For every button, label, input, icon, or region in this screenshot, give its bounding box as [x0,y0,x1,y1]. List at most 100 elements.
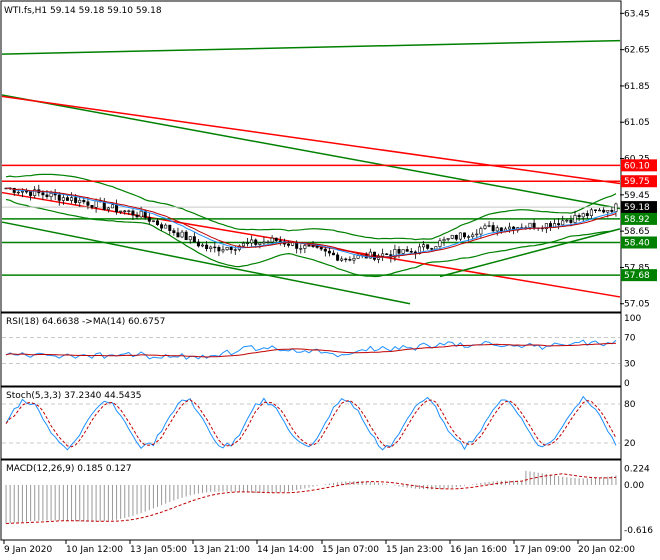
rsi-panel [2,337,620,364]
stoch-tick-label: 20 [624,439,636,449]
candle-body [188,236,192,241]
candle-body [16,191,20,194]
macd-tick-label: 0.00 [624,481,644,491]
candle-body [401,249,405,254]
candle-body [184,231,188,241]
candle-body [528,222,532,228]
candle-body [311,245,315,247]
candle-body [352,258,356,261]
candle-body [110,204,114,209]
candle-body [589,209,593,217]
candle-body [585,213,589,217]
candle-body [454,234,458,240]
candle-body [213,246,217,249]
rsi-ma-line [5,342,617,358]
candle-body [299,248,303,250]
candle-body [196,241,200,247]
candle-body [168,224,172,231]
candle-body [33,189,37,196]
candle-body [577,215,581,218]
main-header: WTI.fs,H1 59.14 59.18 59.10 59.18 [4,6,162,16]
candle-body [147,217,151,222]
candle-body [573,215,577,223]
candle-body [176,232,180,238]
candle-body [475,233,479,236]
rsi-tick-label: 70 [624,334,636,344]
ma-red-line [5,187,617,258]
candle-body [602,209,606,213]
candle-body [598,209,602,212]
candle-body [397,249,401,254]
candle-body [405,249,409,252]
time-tick-label: 14 Jan 14:00 [257,545,314,555]
stoch-k-line [5,395,617,451]
candle-body [78,199,82,203]
rsi-panel-frame [0,312,622,387]
level-tag-bg [621,269,657,282]
candle-body [303,245,307,249]
candle-body [119,210,123,213]
candle-body [450,234,454,239]
candle-body [340,258,344,261]
candle-body [139,210,143,218]
candle-body [332,252,336,256]
candle-body [409,251,413,253]
level-tag-label: 58.40 [624,238,650,248]
candle-body [426,244,430,249]
time-tick-label: 13 Jan 21:00 [193,545,250,555]
candle-body [254,239,258,245]
candle-body [160,224,164,229]
level-tag-label: 57.68 [624,271,650,281]
level-tag-bg [621,236,657,249]
candle-body [446,238,450,240]
descending-green-trendline [1,94,621,210]
candle-body [65,197,69,201]
candle-body [569,219,573,223]
candle-body [471,234,475,237]
candle-body [499,227,503,232]
candle-body [532,222,536,229]
stoch-header: Stoch(5,3,3) 37.2340 44.5435 [6,391,141,401]
candle-body [487,225,491,227]
price-tick-label: 61.05 [624,118,650,128]
candle-body [315,245,319,248]
candle-body [581,213,585,218]
candle-body [94,200,98,208]
candle-body [209,246,213,250]
candle-body [462,232,466,238]
candle-body [172,230,176,234]
candle-body [557,223,561,226]
candle-body [246,242,250,245]
candle-body [201,244,205,247]
macd-signal-line [5,473,617,524]
candle-body [614,203,618,212]
candle-body [348,259,352,261]
candle-body [561,220,565,226]
candle-body [606,210,610,213]
level-tag-bg [621,175,657,188]
candle-body [131,210,135,216]
candle-body [241,242,245,247]
candle-body [266,241,270,244]
candle-body [82,199,86,203]
candle-body [434,246,438,250]
candle-body [393,249,397,258]
candle-body [164,224,168,229]
stoch-panel-frame [0,386,622,460]
time-tick-label: 15 Jan 07:00 [322,545,379,555]
rsi-tick-label: 30 [624,360,636,370]
candle-body [319,247,323,250]
candle-body [102,201,106,210]
candle-body [156,220,160,225]
candle-body [180,231,184,238]
candle-body [229,247,233,251]
candle-body [115,204,119,213]
time-tick-label: 13 Jan 05:00 [130,545,187,555]
time-axis: 9 Jan 2020 10 Jan 12:00 13 Jan 05:00 13 Jan… [3,540,635,555]
lower-red-trendline [1,191,621,298]
candle-body [336,254,340,261]
main-price-panel [1,39,621,305]
candle-body [90,205,94,208]
